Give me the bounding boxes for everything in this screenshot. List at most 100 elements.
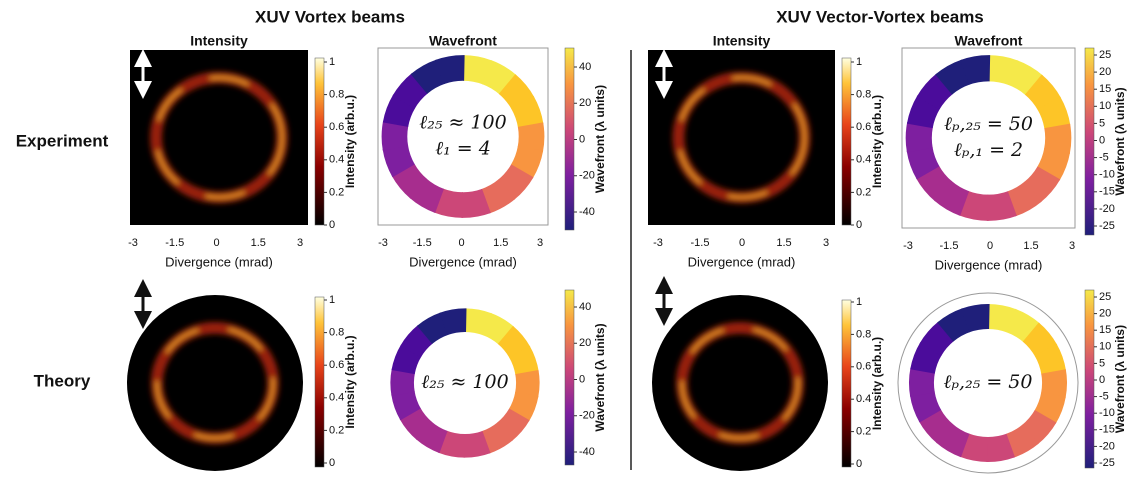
panel-title: Intensity <box>190 33 248 49</box>
colorbar-tick-label: 0 <box>1099 374 1105 386</box>
phase-segment <box>1031 332 1047 351</box>
phase-segment <box>1053 371 1054 395</box>
colorbar-tick-label: -40 <box>579 206 595 218</box>
row-label: Experiment <box>16 131 109 150</box>
colorbar-tick-label: 15 <box>1099 83 1111 95</box>
colorbar-label: Wavefront (λ units) <box>1113 325 1127 433</box>
x-tick-label: 0 <box>987 240 993 252</box>
colorbar-tick-label: 0.4 <box>329 154 344 166</box>
phase-segment <box>505 335 520 353</box>
panel: 10.80.60.40.20Intensity (arb.u.) <box>127 294 357 471</box>
phase-segment <box>1045 395 1054 418</box>
colorbar <box>315 58 324 225</box>
phase-segment <box>988 316 1012 320</box>
x-tick-label: 3 <box>297 237 303 249</box>
x-tick-label: -3 <box>903 240 913 252</box>
row-label: Theory <box>34 371 91 390</box>
colorbar-tick-label: 0.4 <box>856 393 871 405</box>
colorbar-tick-label: 0.2 <box>329 186 344 198</box>
phase-segment <box>920 149 929 173</box>
phase-segment <box>403 351 411 373</box>
annotation: ℓ₂₅ ≈ 100 <box>421 371 508 393</box>
phase-segment <box>965 68 990 72</box>
colorbar-tick-label: 0.6 <box>856 121 871 133</box>
x-tick-label: 3 <box>823 237 829 249</box>
colorbar <box>315 297 324 467</box>
x-tick-label: 3 <box>537 237 543 249</box>
annotation: ℓₚ,₂₅ = 50 <box>944 113 1033 135</box>
panels: Intensity 1 0.8 0.6 0.4 0.2 0 Intensity (arb.u.… <box>127 33 1127 473</box>
colorbar-tick-label: 25 <box>1099 291 1111 303</box>
x-tick-label: -3 <box>653 237 663 249</box>
colorbar-tick-label: 0 <box>856 219 862 231</box>
phase-segment <box>395 147 403 171</box>
phase-segment <box>464 442 487 446</box>
x-axis-label: Divergence (mrad) <box>409 254 517 269</box>
phase-segment <box>1048 150 1057 174</box>
colorbar-tick-label: -25 <box>1099 457 1115 469</box>
colorbar-label: Intensity (arb.u.) <box>343 335 357 428</box>
x-tick-label: 0 <box>739 237 745 249</box>
colorbar-tick-label: 25 <box>1099 49 1111 61</box>
x-tick-label: -3 <box>378 237 388 249</box>
colorbar-tick-label: 40 <box>579 301 591 313</box>
phase-segment <box>425 324 445 335</box>
phase-segment <box>928 84 945 103</box>
phase-segment <box>530 125 531 150</box>
phase-segment <box>410 413 425 431</box>
colorbar-label: Intensity (arb.u.) <box>870 337 884 430</box>
phase-segment <box>1030 416 1046 435</box>
panel-title: Intensity <box>713 33 771 49</box>
x-axis-label: Divergence (mrad) <box>688 254 796 269</box>
x-tick-label: -1.5 <box>940 240 959 252</box>
phase-segment <box>920 102 929 126</box>
colorbar-tick-label: 10 <box>1099 341 1111 353</box>
colorbar-tick-label: 40 <box>579 61 591 73</box>
phase-segment <box>519 352 527 374</box>
colorbar-tick-label: 1 <box>329 56 335 68</box>
colorbar-tick-label: 0.8 <box>329 89 344 101</box>
phase-segment <box>919 125 920 151</box>
phase-segment <box>987 204 1012 208</box>
colorbar-tick-label: 0.8 <box>856 89 871 101</box>
colorbar-tick-label: 0 <box>1099 134 1105 146</box>
header-left: XUV Vortex beams <box>255 7 405 26</box>
phase-segment <box>424 430 444 442</box>
phase-segment <box>486 324 506 336</box>
colorbar <box>1085 48 1094 235</box>
panel-title: Wavefront <box>429 33 497 49</box>
phase-segment <box>1012 72 1034 85</box>
phase-segment <box>442 442 465 446</box>
colorbar-tick-label: 0.6 <box>329 359 344 371</box>
phase-segment <box>922 349 931 372</box>
colorbar <box>842 58 851 225</box>
x-axis-label: Divergence (mrad) <box>935 257 1043 272</box>
colorbar <box>565 48 574 230</box>
colorbar-tick-label: -40 <box>579 446 595 458</box>
phase-segment <box>1046 350 1054 373</box>
x-tick-label: -3 <box>128 237 138 249</box>
colorbar-tick-label: 20 <box>579 97 591 109</box>
phase-segment <box>419 72 441 84</box>
x-tick-label: -1.5 <box>413 237 432 249</box>
colorbar-tick-label: 0.4 <box>329 392 344 404</box>
x-tick-label: 3 <box>1069 240 1075 252</box>
phase-segment <box>485 431 505 442</box>
phase-segment <box>921 370 922 394</box>
colorbar <box>1085 290 1094 468</box>
x-tick-label: -1.5 <box>165 237 184 249</box>
phase-segment <box>944 433 965 445</box>
phase-segment <box>444 320 467 324</box>
phase-segment <box>522 102 530 126</box>
colorbar-tick-label: 0.8 <box>856 328 871 340</box>
phase-segment <box>927 172 943 192</box>
x-tick-label: 1.5 <box>493 237 508 249</box>
colorbar-tick-label: 0.2 <box>856 186 871 198</box>
phase-segment <box>964 445 988 449</box>
annotation: ℓₚ,₁ = 2 <box>954 139 1023 161</box>
colorbar-tick-label: 5 <box>1099 357 1105 369</box>
phase-segment <box>465 320 488 324</box>
phase-segment <box>395 101 404 125</box>
colorbar-tick-label: 0.2 <box>856 426 871 438</box>
